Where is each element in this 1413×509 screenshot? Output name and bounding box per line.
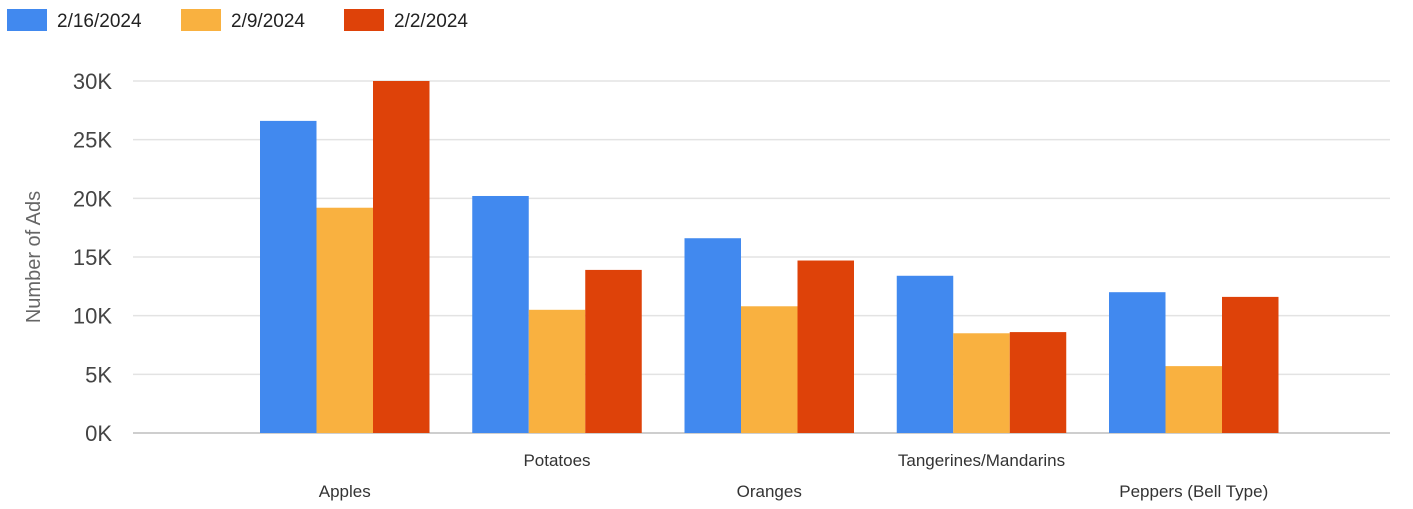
bar: 2/9/2024 — Peppers (Bell Type): 5700 (1165, 366, 1222, 433)
bar: 2/9/2024 — Tangerines/Mandarins: 8500 (953, 333, 1010, 433)
bar: 2/2/2024 — Peppers (Bell Type): 11600 (1222, 296, 1279, 433)
x-tick-label: Tangerines/Mandarins (898, 451, 1065, 470)
y-tick-label: 0K (85, 421, 112, 446)
y-tick-label: 5K (85, 362, 112, 387)
bar: 2/16/2024 — Tangerines/Mandarins: 13400 (896, 275, 954, 433)
legend-label: 2/2/2024 (394, 11, 468, 32)
bar: 2/16/2024 — Peppers (Bell Type): 12000 (1109, 292, 1166, 433)
y-tick-label: 30K (73, 69, 112, 94)
x-tick-label: Oranges (737, 482, 802, 501)
y-tick-label: 15K (73, 245, 112, 270)
x-tick-label: Apples (319, 482, 371, 501)
bar: 2/9/2024 — Potatoes: 10500 (528, 309, 586, 433)
bars: 2/16/2024 — Apples: 266002/9/2024 — Appl… (260, 81, 1279, 433)
legend-swatch (7, 9, 47, 31)
legend-swatch (181, 9, 221, 31)
bar: 2/2/2024 — Potatoes: 13900 (585, 269, 642, 433)
bar: 2/9/2024 — Apples: 19200 (316, 207, 373, 433)
y-tick-label: 25K (73, 128, 112, 153)
bar: 2/16/2024 — Oranges: 16600 (684, 238, 741, 433)
bar: 2/16/2024 — Potatoes: 20200 (472, 195, 529, 433)
y-tick-label: 10K (73, 304, 112, 329)
bar: 2/2/2024 — Tangerines/Mandarins: 8600 (1009, 332, 1067, 433)
legend-label: 2/9/2024 (231, 11, 305, 32)
x-tick-label: Peppers (Bell Type) (1119, 482, 1268, 501)
legend-swatch (344, 9, 384, 31)
legend: 2/16/2024 2/9/2024 2/2/2024 (7, 9, 468, 32)
bar: 2/2/2024 — Apples: 30000 (373, 81, 430, 433)
y-tick-label: 20K (73, 186, 112, 211)
x-tick-label: Potatoes (523, 451, 590, 470)
bar: 2/9/2024 — Oranges: 10800 (741, 306, 798, 433)
y-axis-ticks: 0K 5K 10K 15K 20K 25K 30K (73, 69, 112, 446)
legend-label: 2/16/2024 (57, 11, 142, 32)
bar: 2/16/2024 — Apples: 26600 (260, 120, 317, 433)
y-axis-label: Number of Ads (23, 191, 45, 323)
bar: 2/2/2024 — Oranges: 14700 (797, 260, 854, 433)
x-axis-ticks: Apples Potatoes Oranges Tangerines/Mandarin… (319, 451, 1268, 501)
